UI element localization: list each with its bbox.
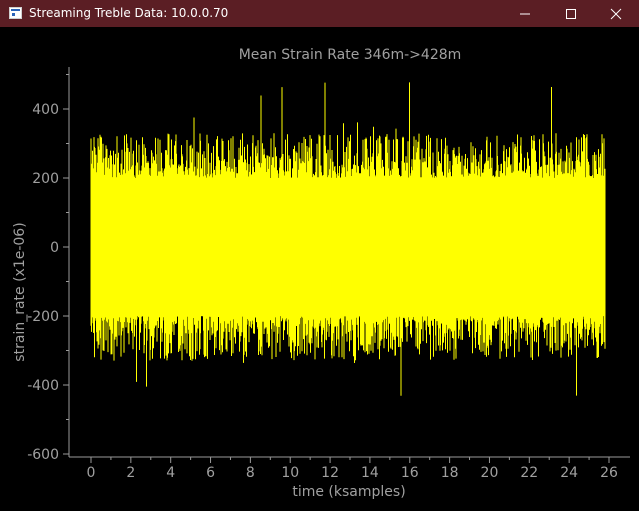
- y-tick-label: 200: [32, 171, 59, 187]
- x-tick-label: 12: [321, 465, 339, 481]
- maximize-icon: [566, 9, 576, 19]
- minimize-button[interactable]: [502, 0, 548, 27]
- plot-area[interactable]: Mean Strain Rate 346m->428m time (ksampl…: [0, 27, 639, 507]
- y-tick-label: 400: [32, 102, 59, 118]
- app-icon[interactable]: [9, 7, 22, 19]
- x-tick-label: 6: [206, 465, 215, 481]
- y-tick-label: 0: [50, 240, 59, 256]
- x-axis: 0 2 4 6 8 10 12 14 16 18 20 22 24 26: [69, 456, 630, 481]
- chart-title: Mean Strain Rate 346m->428m: [239, 47, 462, 63]
- y-tick-label: -400: [27, 378, 59, 394]
- x-tick-label: 8: [246, 465, 255, 481]
- x-tick-label: 22: [520, 465, 538, 481]
- x-tick-label: 18: [441, 465, 459, 481]
- signal-spikes: [90, 82, 606, 396]
- window-title: Streaming Treble Data: 10.0.0.70: [29, 6, 229, 20]
- x-tick-label: 4: [166, 465, 175, 481]
- minimize-icon: [520, 13, 530, 15]
- title-bar[interactable]: Streaming Treble Data: 10.0.0.70: [0, 0, 639, 27]
- strain-rate-chart[interactable]: Mean Strain Rate 346m->428m time (ksampl…: [0, 27, 639, 507]
- x-tick-label: 16: [401, 465, 419, 481]
- close-button[interactable]: [593, 0, 639, 27]
- x-tick-label: 20: [481, 465, 499, 481]
- strain-rate-series: [90, 82, 606, 396]
- x-tick-label: 14: [361, 465, 379, 481]
- x-axis-label: time (ksamples): [292, 484, 405, 500]
- y-axis: -600 -400 -200 0 200 400: [27, 67, 70, 463]
- y-tick-label: -200: [27, 309, 59, 325]
- x-tick-label: 10: [281, 465, 299, 481]
- y-tick-label: -600: [27, 447, 59, 463]
- x-tick-label: 0: [87, 465, 96, 481]
- x-tick-label: 24: [560, 465, 578, 481]
- x-tick-label: 2: [126, 465, 135, 481]
- y-axis-label: strain_rate (x1e-06): [12, 222, 28, 361]
- x-tick-label: 26: [600, 465, 618, 481]
- close-icon: [610, 8, 622, 20]
- maximize-button[interactable]: [548, 0, 594, 27]
